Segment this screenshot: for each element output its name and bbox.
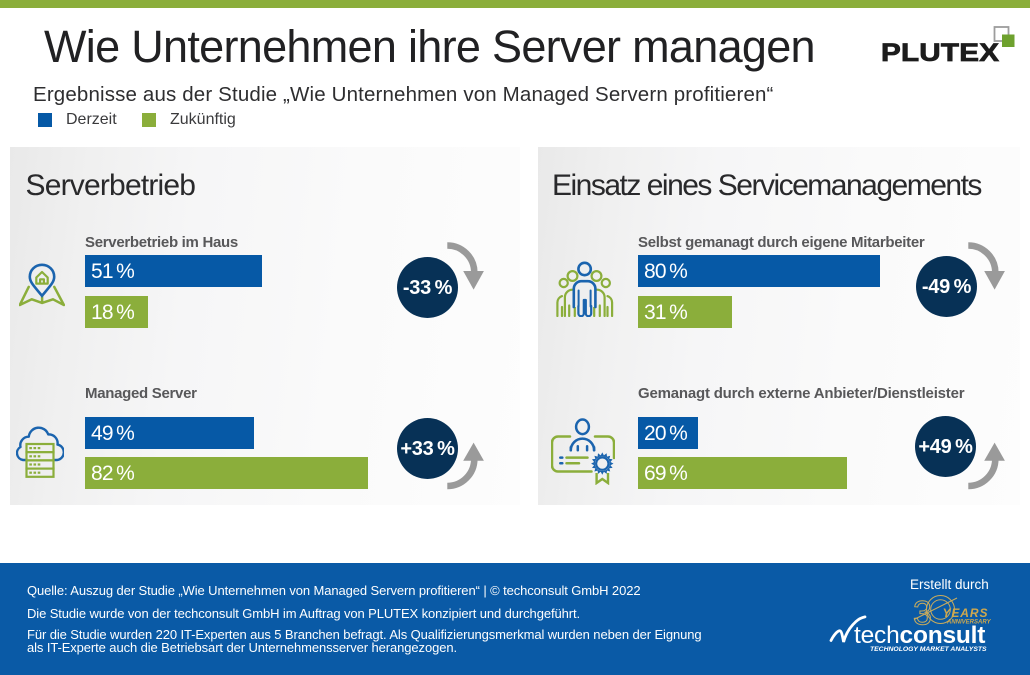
svg-text:techconsult: techconsult	[854, 622, 985, 649]
svg-text:PLUTEX: PLUTEX	[881, 38, 1000, 64]
svg-text:ANNIVERSARY: ANNIVERSARY	[946, 620, 992, 626]
svg-text:YEARS: YEARS	[943, 606, 989, 620]
